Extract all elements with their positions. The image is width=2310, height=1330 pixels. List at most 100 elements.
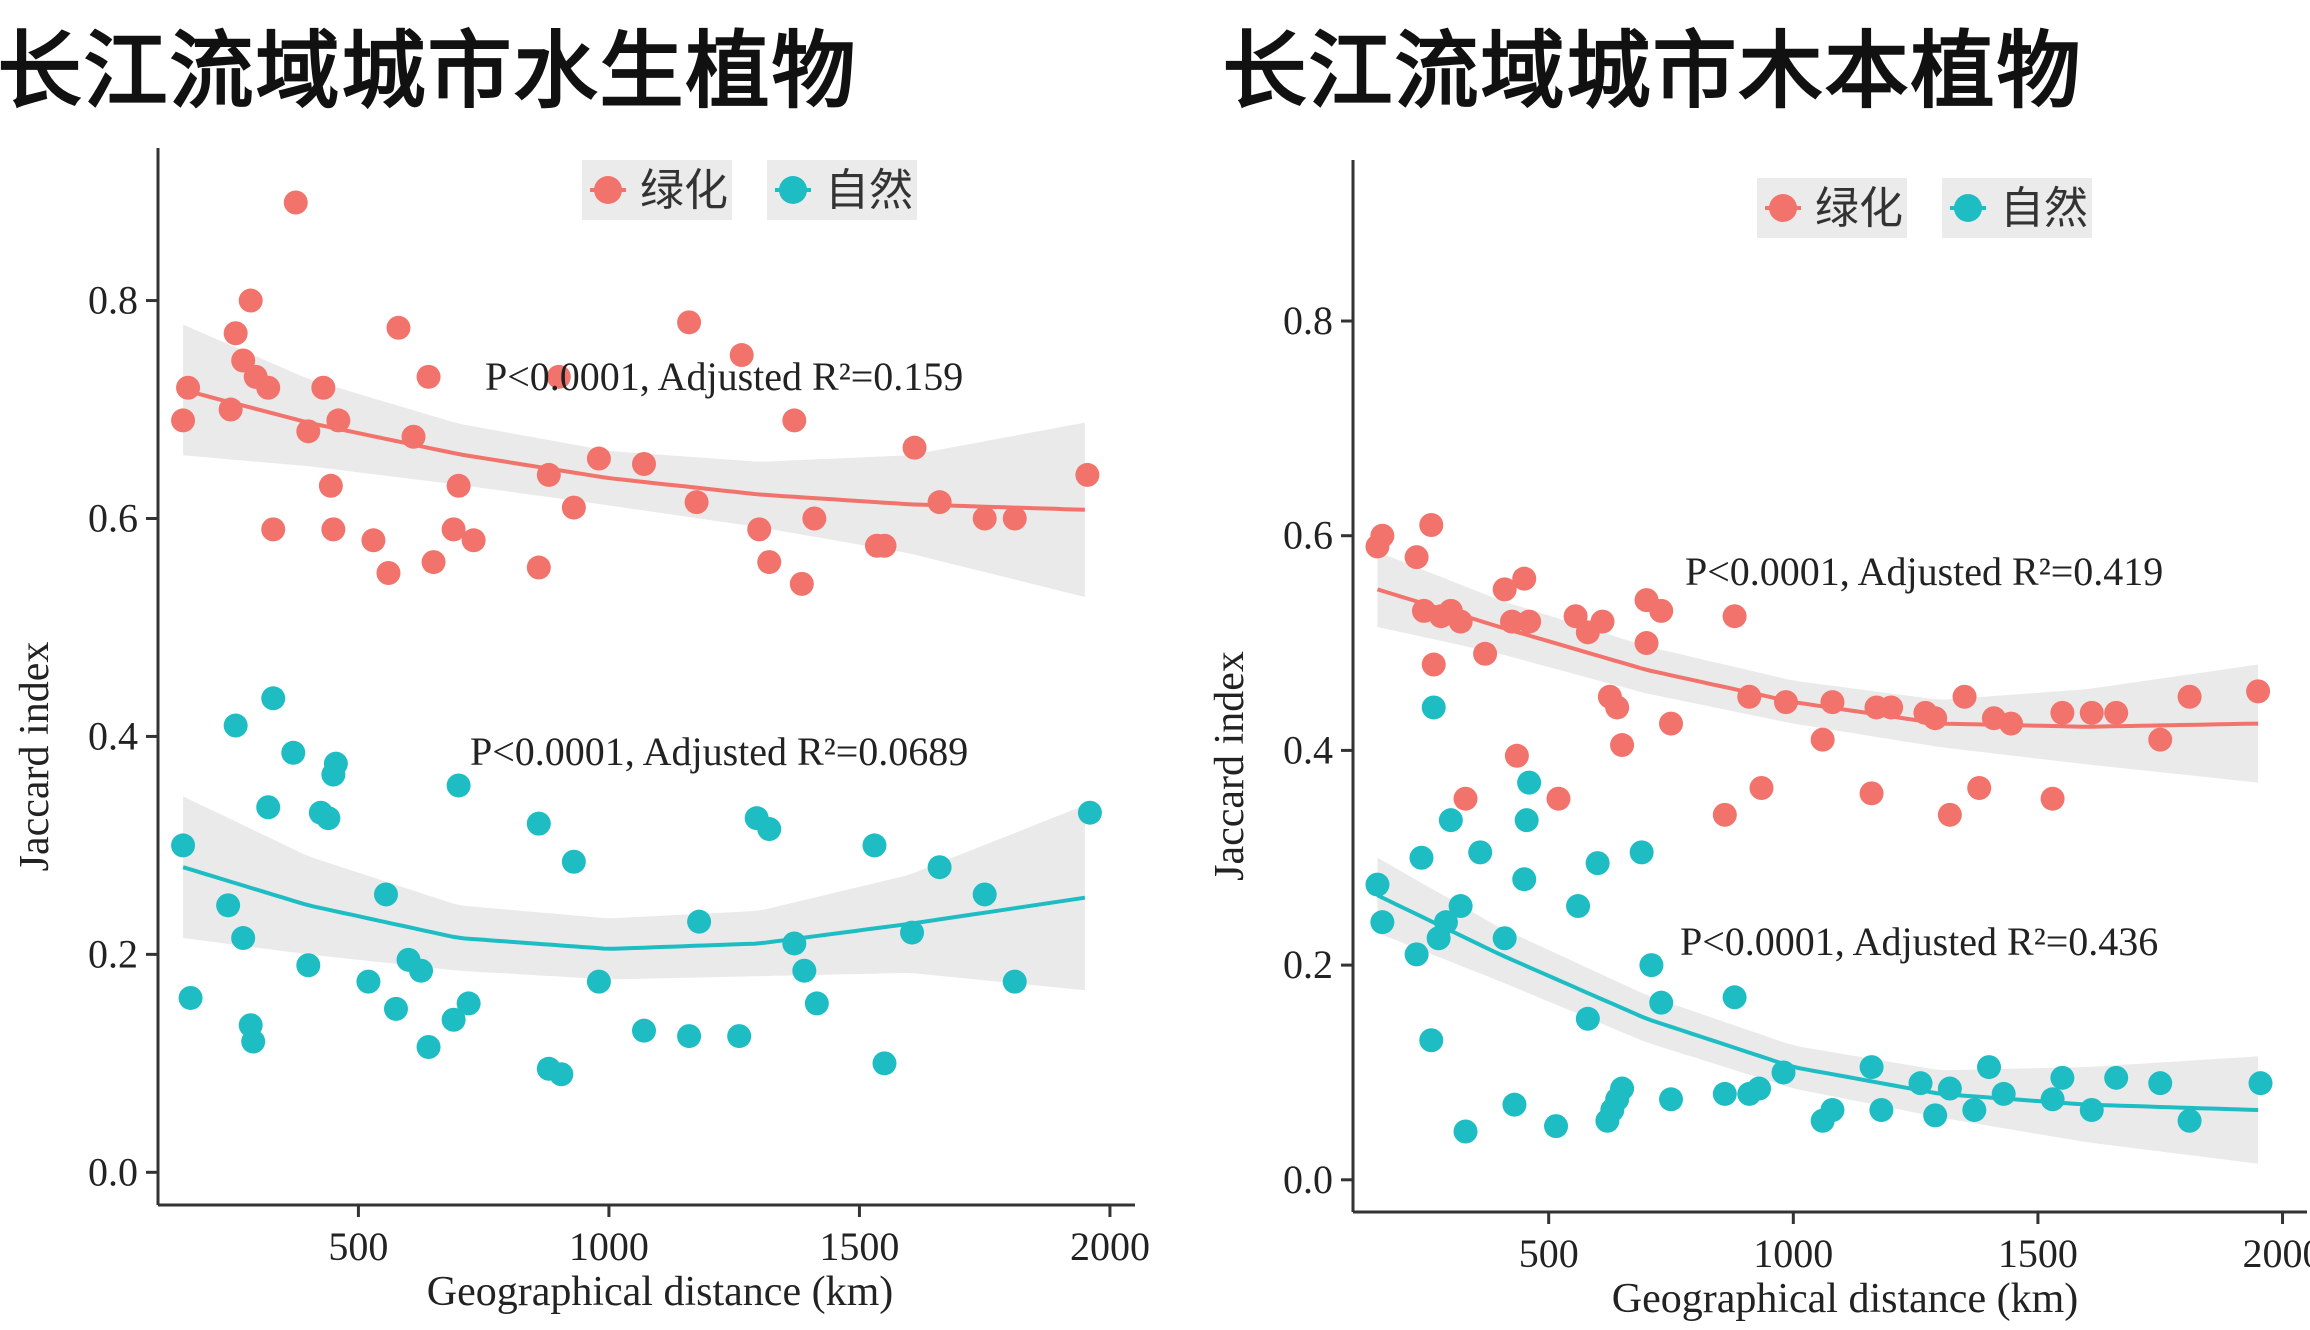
x-tick-label: 1000	[569, 1224, 649, 1269]
data-point-1	[446, 773, 471, 798]
data-point-0	[972, 506, 997, 531]
data-point-1	[782, 931, 807, 956]
data-point-0	[296, 419, 321, 444]
y-tick-label: 0.0	[1283, 1157, 1333, 1202]
data-point-1	[373, 882, 398, 907]
data-point-0	[1712, 802, 1737, 827]
x-tick-label: 500	[1519, 1231, 1579, 1276]
legend-label: 绿化	[640, 165, 728, 216]
data-point-1	[1649, 990, 1674, 1015]
data-point-1	[1514, 808, 1539, 833]
data-point-0	[1820, 690, 1845, 715]
data-point-1	[1544, 1114, 1569, 1139]
data-point-0	[446, 473, 471, 498]
data-point-1	[1962, 1098, 1987, 1123]
data-point-1	[356, 969, 381, 994]
data-point-1	[1370, 910, 1395, 935]
data-point-0	[1649, 598, 1674, 623]
y-tick-label: 0.8	[88, 278, 138, 323]
data-point-1	[1747, 1076, 1772, 1101]
data-point-0	[1773, 690, 1798, 715]
data-point-1	[687, 909, 712, 934]
data-point-1	[1659, 1087, 1683, 1112]
regression-annotation: P<0.0001, Adjusted R²=0.419	[1685, 549, 2163, 594]
data-point-0	[218, 397, 243, 422]
chart-panel-aquatic: 长江流域城市水生植物 0.0 0.2 0.4 0.6 0.8 500 1000 1500 200…	[0, 22, 1150, 1315]
data-point-1	[1771, 1060, 1796, 1085]
data-point-0	[1002, 506, 1027, 531]
data-point-1	[1002, 969, 1027, 994]
data-point-1	[1629, 840, 1654, 865]
x-axis-title: Geographical distance (km)	[427, 1269, 893, 1315]
data-point-0	[283, 190, 308, 215]
data-point-1	[1610, 1076, 1635, 1101]
data-point-1	[972, 882, 997, 907]
data-point-0	[2104, 700, 2129, 725]
legend-marker	[594, 176, 622, 204]
data-point-0	[1999, 711, 2024, 736]
data-point-1	[631, 1018, 656, 1043]
data-point-1	[792, 958, 817, 983]
data-point-1	[586, 969, 611, 994]
data-point-0	[1937, 802, 1962, 827]
data-point-1	[526, 811, 551, 836]
data-point-1	[1502, 1092, 1527, 1117]
data-point-1	[223, 713, 248, 738]
data-point-0	[1473, 641, 1498, 666]
data-point-1	[316, 806, 341, 831]
data-point-0	[261, 517, 286, 542]
data-point-0	[684, 490, 709, 515]
fit-line-0	[1376, 587, 2259, 729]
data-point-0	[1634, 631, 1659, 656]
data-point-1	[1492, 926, 1517, 951]
regression-annotation: P<0.0001, Adjusted R²=0.159	[485, 354, 963, 399]
data-point-0	[1659, 711, 1683, 736]
data-point-1	[2177, 1108, 2202, 1133]
data-point-0	[2177, 684, 2202, 709]
data-point-1	[677, 1024, 702, 1049]
data-point-0	[2148, 727, 2173, 752]
data-point-0	[1749, 775, 1774, 800]
data-point-0	[1453, 786, 1478, 811]
data-point-1	[231, 926, 256, 951]
data-point-1	[2248, 1071, 2273, 1096]
data-point-0	[416, 364, 441, 389]
data-point-0	[1421, 652, 1446, 677]
data-point-0	[747, 517, 772, 542]
data-point-0	[1448, 609, 1473, 634]
y-tick-label: 0.4	[88, 713, 138, 758]
legend-label: 自然	[825, 165, 913, 216]
data-point-1	[1639, 953, 1664, 978]
data-point-0	[782, 408, 807, 433]
data-point-1	[1977, 1055, 2001, 1080]
data-point-1	[1869, 1098, 1894, 1123]
y-tick-label: 0.8	[1283, 298, 1333, 343]
data-point-0	[386, 315, 411, 340]
chart-panel-woody: 长江流域城市木本植物 0.0 0.2 0.4 0.6 0.8 500 1000 1500 200…	[1155, 0, 2310, 1330]
regression-annotation: P<0.0001, Adjusted R²=0.436	[1680, 919, 2158, 964]
data-point-1	[2079, 1098, 2104, 1123]
x-tick-label: 500	[328, 1224, 388, 1269]
legend-label: 绿化	[1815, 183, 1903, 234]
data-point-0	[631, 452, 656, 477]
data-point-0	[1610, 733, 1635, 758]
data-point-0	[1370, 523, 1395, 548]
data-point-0	[176, 375, 201, 400]
legend-marker	[1769, 194, 1797, 222]
data-point-1	[1419, 1028, 1444, 1053]
data-point-0	[1967, 775, 1992, 800]
data-point-1	[383, 996, 408, 1021]
data-point-1	[1517, 770, 1542, 795]
data-point-0	[1810, 727, 1835, 752]
data-point-0	[223, 321, 248, 346]
data-point-1	[216, 893, 241, 918]
data-point-1	[1923, 1103, 1948, 1128]
data-point-0	[1404, 545, 1429, 570]
data-point-0	[1500, 609, 1524, 634]
data-point-1	[323, 751, 348, 776]
fit-line-1	[1376, 893, 2259, 1112]
x-tick-label: 2000	[2243, 1231, 2310, 1276]
chart-title: 长江流域城市水生植物	[0, 22, 858, 120]
data-point-0	[361, 528, 386, 553]
data-point-1	[727, 1024, 752, 1049]
